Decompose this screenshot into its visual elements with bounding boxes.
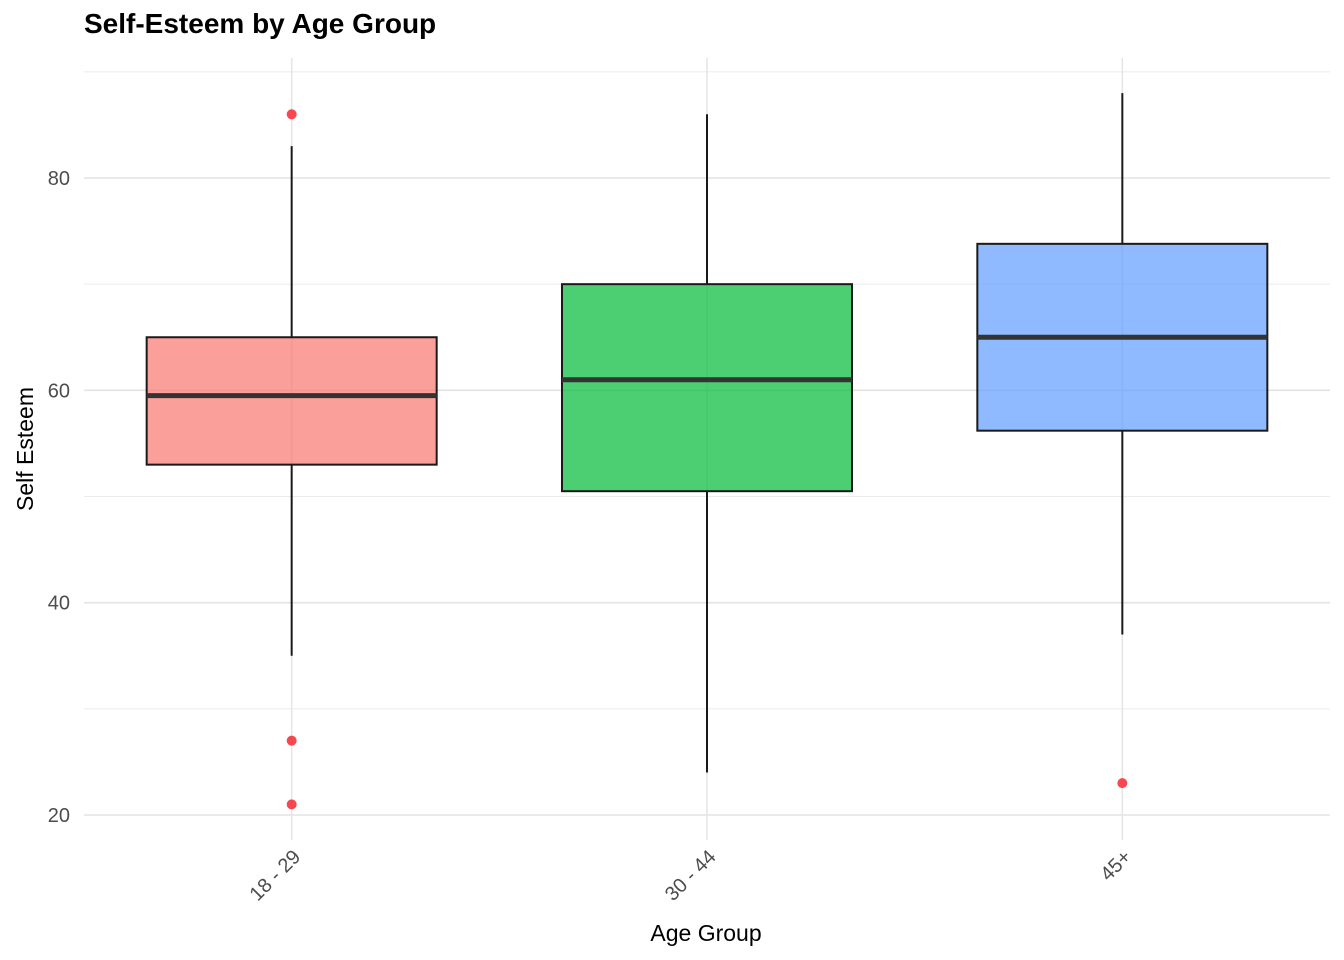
box-1 (561, 114, 853, 773)
x-tick-label: 30 - 44 (661, 846, 721, 906)
outlier-points (286, 109, 1128, 810)
x-tick-label: 45+ (1096, 846, 1136, 886)
box-body (145, 336, 438, 466)
x-tick-label: 18 - 29 (246, 846, 306, 906)
box-0 (145, 146, 438, 656)
x-axis-ticks: 18 - 29 30 - 44 45+ (246, 846, 1136, 906)
x-axis-label: Age Group (650, 920, 761, 946)
box-body (561, 283, 853, 493)
box-2 (976, 93, 1269, 635)
y-tick-label: 60 (48, 380, 70, 402)
chart-title: Self-Esteem by Age Group (84, 8, 437, 39)
outlier-point (286, 799, 297, 810)
y-axis-label: Self Esteem (12, 387, 38, 511)
y-tick-label: 20 (48, 805, 70, 827)
outlier-point (286, 735, 297, 746)
y-axis-ticks: 20 40 60 80 (48, 168, 70, 827)
y-tick-label: 80 (48, 168, 70, 190)
y-tick-label: 40 (48, 593, 70, 615)
outlier-point (1117, 778, 1128, 789)
boxes (145, 93, 1269, 773)
outlier-point (286, 109, 297, 120)
